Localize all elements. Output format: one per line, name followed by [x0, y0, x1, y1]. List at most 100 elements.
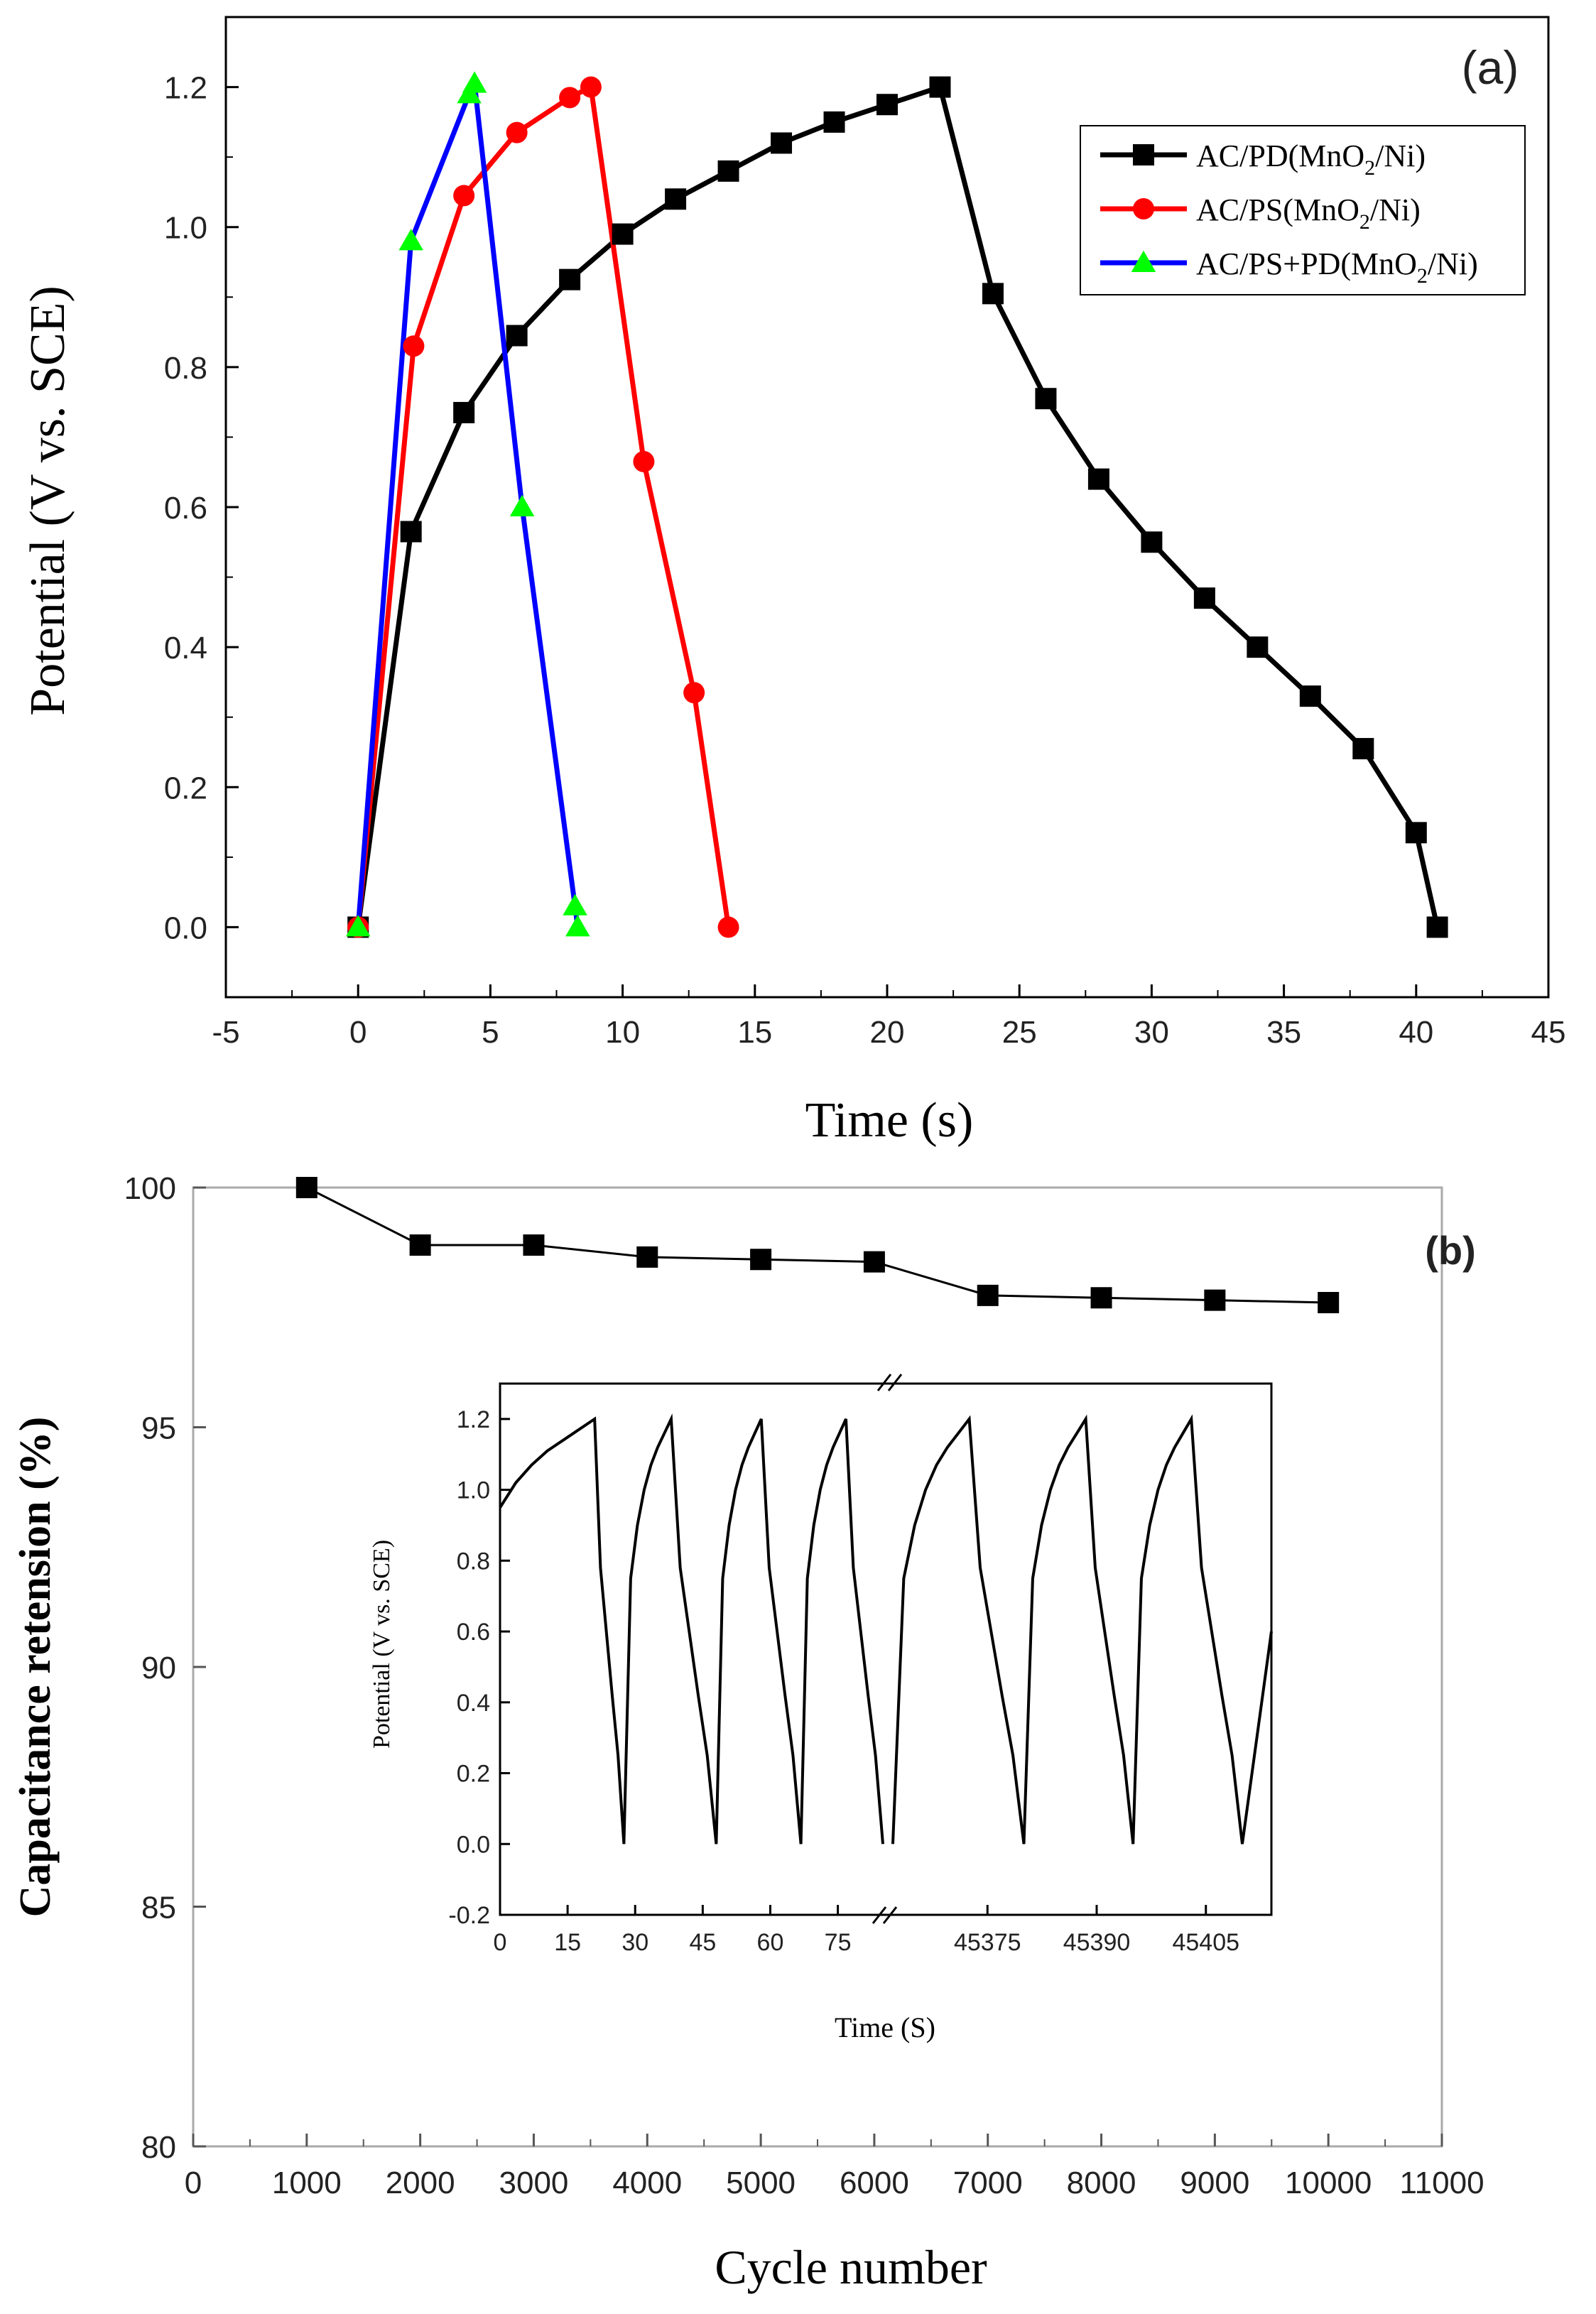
legend-label-0: AC/PD(MnO2/Ni) [1196, 138, 1426, 180]
panel-b-x-tick-label: 5000 [726, 2166, 796, 2200]
panel-b-x-tick-label: 1000 [272, 2166, 342, 2200]
panel-a-x-axis-title: Time (s) [805, 1093, 974, 1148]
panel-b-series-0-line [306, 1186, 1329, 1304]
legend-label-1: AC/PS(MnO2/Ni) [1196, 192, 1421, 234]
panel-a-label: (a) [1462, 41, 1519, 94]
panel-a-series-0-point [929, 76, 951, 98]
inset-x-axis-title: Time (S) [835, 2011, 935, 2043]
panel-a-x-tick-label: -5 [212, 1015, 239, 1050]
panel-a-series-1-point [453, 185, 475, 207]
panel-a-series-0-point [876, 94, 898, 116]
panel-a-y-tick-label: 0.4 [164, 631, 207, 666]
panel-b-y-tick-label: 100 [124, 1171, 176, 1206]
legend-marker-0 [1133, 144, 1154, 165]
legend-label-2: AC/PS+PD(MnO2/Ni) [1196, 246, 1478, 288]
panel-a-x-tick-label: 25 [1002, 1015, 1037, 1050]
panel-b-y-axis-title: Capacitance retension (%) [11, 1417, 60, 1918]
panel-a-y-tick-label: 0.2 [164, 771, 207, 805]
panel-a-series-0-point [665, 188, 687, 210]
inset-x-tick-label: 45375 [954, 1929, 1021, 1956]
inset-chart: -0.2 0.0 0.2 0.4 0.6 0.8 1.0 1.2 0 15 30 45 60 75 4537… [369, 1374, 1273, 2043]
panel-a-x-tick-label: 5 [482, 1015, 499, 1050]
inset-y-tick-label: 0.4 [457, 1690, 490, 1717]
panel-b-series-0-point [1204, 1289, 1226, 1311]
panel-a-series-1-line [355, 85, 732, 928]
panel-a-series-0-line [355, 85, 1440, 928]
legend-marker-2 [1131, 250, 1156, 272]
panel-a-series-2-point [565, 915, 590, 937]
inset-x-tick-label: 0 [494, 1929, 507, 1956]
inset-y-tick-label: 0.0 [457, 1831, 490, 1858]
panel-a-series-1-point [683, 682, 705, 704]
panel-a-series-2-line [355, 81, 580, 928]
panel-a-series-0-point [1087, 468, 1109, 490]
panel-a-series-0-point [1426, 916, 1448, 938]
inset-x-tick-label: 45405 [1172, 1929, 1239, 1956]
panel-b-x-tick-label: 8000 [1067, 2166, 1136, 2200]
panel-a-y-tick-label: 0.0 [164, 911, 207, 945]
inset-x-tick-label: 30 [621, 1929, 648, 1956]
panel-b-chart: 0 1000 2000 3000 4000 5000 6000 7000 8000 9000 100… [11, 1171, 1484, 2294]
panel-b-series-0-point [750, 1249, 772, 1271]
panel-b-y-tick-label: 80 [141, 2130, 176, 2165]
panel-a-y-tick-label: 1.0 [164, 211, 207, 246]
inset-y-tick-label: 0.6 [457, 1619, 490, 1646]
panel-a-x-tick-label: 20 [870, 1015, 905, 1050]
panel-a-series-0-point [823, 111, 845, 133]
panel-b-x-tick-label: 3000 [499, 2166, 569, 2200]
panel-b-y-tick-label: 85 [141, 1891, 176, 1925]
inset-frame [499, 1382, 1273, 1916]
panel-a-series-1-point [403, 335, 425, 357]
panel-a-series-1-point [633, 450, 655, 472]
panel-b-series-0-point [1090, 1287, 1112, 1309]
panel-a-legend: AC/PD(MnO2/Ni) AC/PS(MnO2/Ni) AC/PS+PD(MnO… [1080, 125, 1526, 295]
panel-b-x-tick-label: 11000 [1399, 2166, 1484, 2200]
panel-a-y-tick-label: 1.2 [164, 71, 207, 106]
panel-a-series-0-point [1247, 636, 1269, 658]
panel-b-series-0-point [295, 1177, 317, 1198]
panel-b-x-tick-label: 2000 [386, 2166, 455, 2200]
panel-b-y-tick-label: 90 [141, 1651, 176, 1685]
inset-trace-segment-2 [891, 1414, 1273, 1845]
inset-x-tick-label: 60 [757, 1929, 784, 1956]
legend-marker-1 [1133, 198, 1154, 219]
panel-a-y-tick-label: 0.6 [164, 491, 207, 526]
panel-a-x-tick-label: 40 [1399, 1015, 1433, 1050]
panel-a-series-2-point [345, 915, 371, 937]
panel-a-series-0-point [1299, 685, 1321, 707]
panel-b-x-tick-label: 0 [185, 2166, 202, 2200]
panel-a-series-0-point [559, 268, 581, 290]
panel-a-series-0-point [982, 283, 1004, 305]
inset-y-tick-label: 1.0 [457, 1477, 490, 1504]
panel-a-series-2-point [563, 893, 587, 916]
panel-b-x-tick-label: 10000 [1285, 2166, 1372, 2200]
panel-b-series-0-point [636, 1246, 658, 1268]
panel-b-series-0-point [409, 1234, 431, 1256]
inset-axis-break [872, 1374, 903, 1924]
panel-b-series-0-point [1318, 1292, 1340, 1313]
panel-b-x-tick-label: 6000 [840, 2166, 909, 2200]
panel-a-series-0-point [400, 521, 422, 543]
inset-x-tick-label: 75 [825, 1929, 852, 1956]
panel-a-x-tick-label: 15 [737, 1015, 772, 1050]
panel-a-series-1-point [559, 87, 581, 109]
panel-b-x-tick-label: 9000 [1180, 2166, 1249, 2200]
panel-a-series-0-point [771, 132, 793, 154]
panel-a-series-2-point [398, 229, 423, 251]
inset-y-tick-label: 0.8 [457, 1548, 490, 1575]
panel-a-series-0-point [1193, 587, 1215, 609]
panel-b-x-tick-label: 7000 [953, 2166, 1023, 2200]
panel-a-x-tick-label: 35 [1266, 1015, 1301, 1050]
panel-a-series-1-point [506, 121, 528, 143]
panel-a-x-tick-label: 10 [605, 1015, 640, 1050]
panel-a-series-2-point [462, 71, 487, 93]
panel-a-series-1-point [717, 916, 739, 938]
inset-y-axis-title: Potential (V vs. SCE) [369, 1540, 395, 1749]
panel-a-series-0-point [717, 160, 739, 182]
panel-b-series-0-point [863, 1251, 885, 1273]
inset-y-tick-label: 0.2 [457, 1761, 490, 1788]
panel-a-x-tick-label: 0 [349, 1015, 367, 1050]
panel-a-y-axis-title: Potential (V vs. SCE) [21, 286, 75, 715]
inset-y-tick-label: 1.2 [457, 1406, 490, 1433]
